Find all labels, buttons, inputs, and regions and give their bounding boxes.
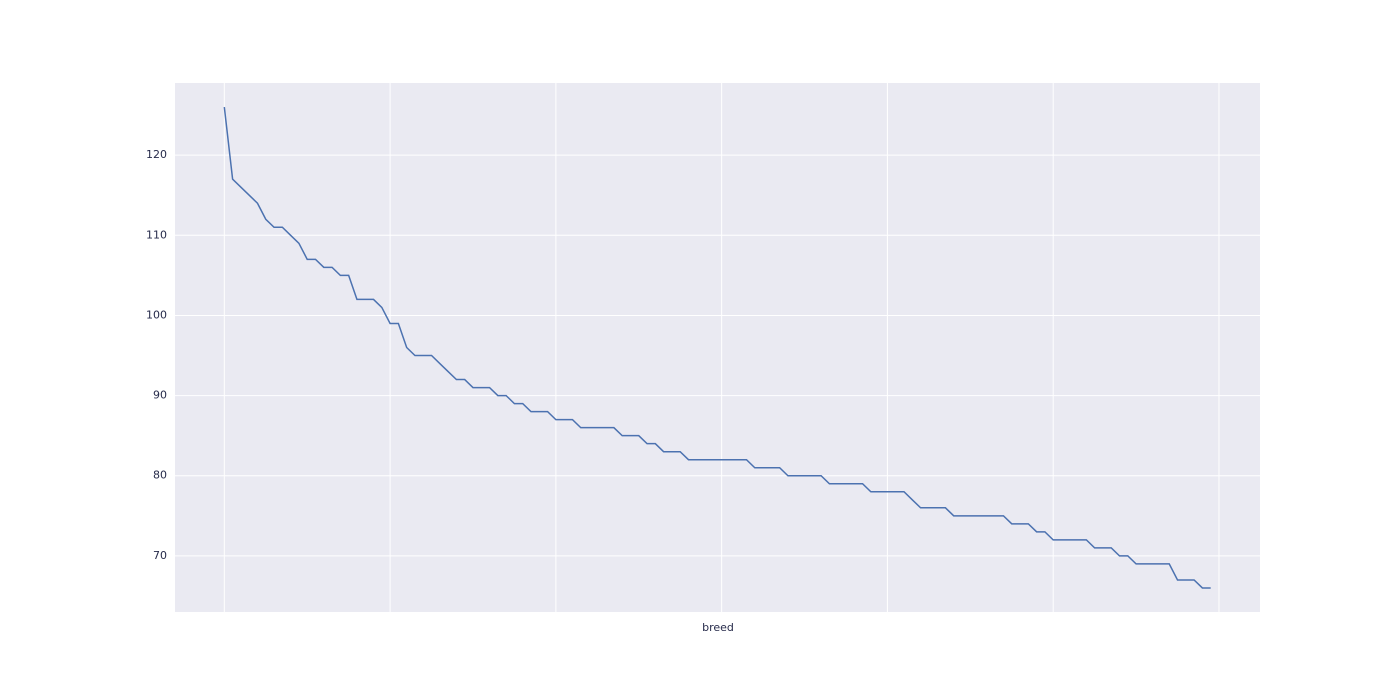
y-tick-label: 100 — [146, 308, 167, 321]
y-tick-label: 120 — [146, 148, 167, 161]
line — [223, 106, 1211, 589]
x-axis-label: breed — [702, 621, 734, 634]
y-tick-label: 90 — [153, 389, 167, 402]
plot-area — [175, 83, 1260, 612]
y-tick-label: 110 — [146, 228, 167, 241]
y-tick-label: 80 — [153, 469, 167, 482]
y-tick-label: 70 — [153, 549, 167, 562]
